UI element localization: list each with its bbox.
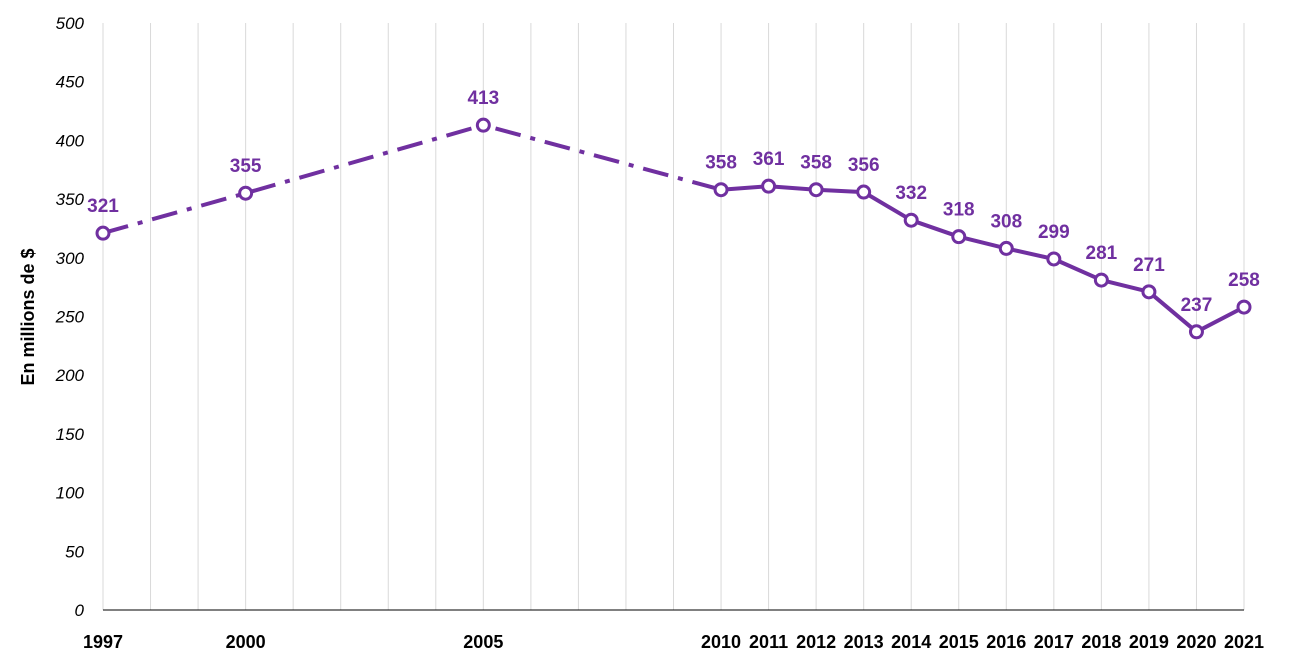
y-tick-label: 100: [56, 484, 85, 503]
data-label: 321: [87, 196, 119, 217]
data-point: [713, 182, 729, 198]
y-tick-label: 250: [55, 308, 85, 327]
data-point: [1236, 299, 1252, 315]
x-tick-label: 2020: [1176, 632, 1216, 652]
y-tick-label: 500: [56, 14, 85, 33]
data-label: 271: [1133, 255, 1165, 276]
y-tick-label: 450: [56, 73, 85, 92]
y-tick-label: 0: [75, 601, 85, 620]
x-tick-label: 2000: [226, 632, 266, 652]
data-point: [761, 178, 777, 194]
data-label: 281: [1086, 243, 1118, 264]
data-label: 318: [943, 200, 975, 221]
series-line-solid: [720, 184, 1245, 334]
y-axis-ticks: 0 50 100 150 200 250 300 350 400 450 500: [55, 14, 85, 620]
data-label: 358: [705, 153, 737, 174]
x-tick-label: 2021: [1224, 632, 1264, 652]
data-label: 361: [753, 149, 785, 170]
y-tick-label: 350: [56, 190, 85, 209]
series-points: [95, 117, 1252, 340]
data-label: 299: [1038, 222, 1070, 243]
series-line-dashed: [102, 123, 722, 236]
x-tick-label: 2014: [891, 632, 931, 652]
data-label: 308: [990, 211, 1022, 232]
data-point: [1188, 324, 1204, 340]
x-tick-label: 2010: [701, 632, 741, 652]
x-tick-label: 2015: [939, 632, 979, 652]
data-point: [856, 184, 872, 200]
x-axis-ticks: 1997 2000 2005 2010 2011 2012 2013 2014 2015 2016…: [83, 632, 1264, 652]
x-tick-label: 2012: [796, 632, 836, 652]
data-point: [238, 185, 254, 201]
data-point: [95, 225, 111, 241]
x-tick-label: 2019: [1129, 632, 1169, 652]
y-tick-label: 400: [56, 131, 85, 150]
data-label: 237: [1181, 295, 1213, 316]
y-tick-label: 150: [56, 425, 85, 444]
vertical-gridlines: [102, 23, 1245, 610]
x-tick-label: 2011: [749, 632, 788, 652]
y-axis-label: En millions de $: [18, 248, 38, 385]
data-point: [951, 229, 967, 245]
data-point: [998, 240, 1014, 256]
data-point: [1093, 272, 1109, 288]
x-tick-label: 2016: [986, 632, 1026, 652]
data-label: 413: [467, 88, 499, 109]
y-tick-label: 50: [65, 542, 84, 561]
x-tick-label: 1997: [83, 632, 123, 652]
data-label: 332: [895, 183, 927, 204]
x-tick-label: 2005: [463, 632, 503, 652]
data-point: [808, 182, 824, 198]
y-tick-label: 300: [56, 249, 85, 268]
data-label: 258: [1228, 270, 1260, 291]
data-point: [903, 212, 919, 228]
series-line: [102, 123, 1245, 334]
data-point: [1141, 284, 1157, 300]
data-label: 356: [848, 155, 880, 176]
x-tick-label: 2018: [1081, 632, 1121, 652]
data-point: [475, 117, 491, 133]
data-label: 358: [800, 153, 832, 174]
data-labels: 321 355 413 358 361 358 356 332 318 308 299 281 271 2…: [87, 88, 1260, 316]
data-label: 355: [230, 156, 262, 177]
x-tick-label: 2017: [1034, 632, 1074, 652]
y-tick-label: 200: [55, 366, 85, 385]
data-point: [1046, 251, 1062, 267]
x-tick-label: 2013: [844, 632, 884, 652]
